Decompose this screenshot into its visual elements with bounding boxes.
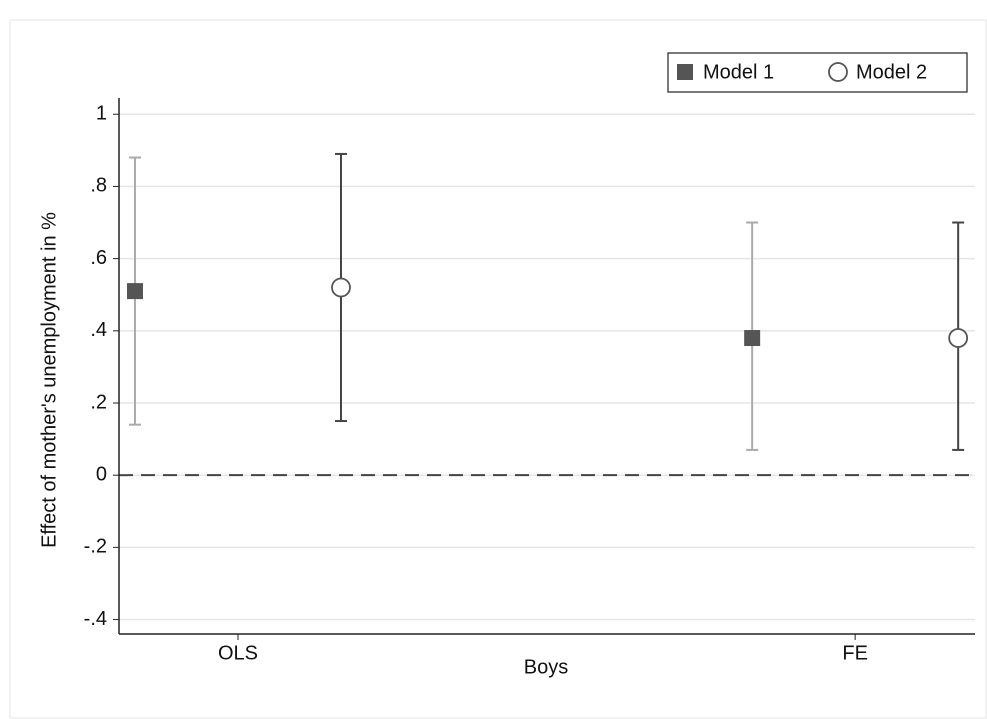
legend-box — [667, 52, 968, 93]
y-tick-label: .6 — [90, 247, 107, 269]
x-axis-title: Boys — [524, 656, 568, 678]
point — [744, 330, 761, 347]
y-axis-title: Effect of mother's unemployment in % — [38, 212, 60, 548]
legend-label: Model 1 — [703, 61, 774, 83]
legend-marker — [677, 64, 693, 80]
y-tick-label: .4 — [90, 319, 107, 341]
legend-label: Model 2 — [856, 61, 927, 83]
y-tick-label: .2 — [90, 391, 107, 413]
y-tick-label: 0 — [96, 463, 107, 485]
point — [126, 283, 143, 300]
y-tick-label: -.4 — [84, 608, 107, 630]
x-tick-label: FE — [842, 642, 868, 664]
legend-marker — [828, 62, 848, 82]
y-tick-label: -.2 — [84, 536, 107, 558]
point — [331, 277, 351, 298]
y-tick-label: .8 — [90, 175, 107, 197]
frame — [9, 19, 987, 719]
y-tick-label: 1 — [96, 103, 107, 125]
x-tick-label: OLS — [218, 642, 258, 664]
point — [948, 328, 969, 348]
